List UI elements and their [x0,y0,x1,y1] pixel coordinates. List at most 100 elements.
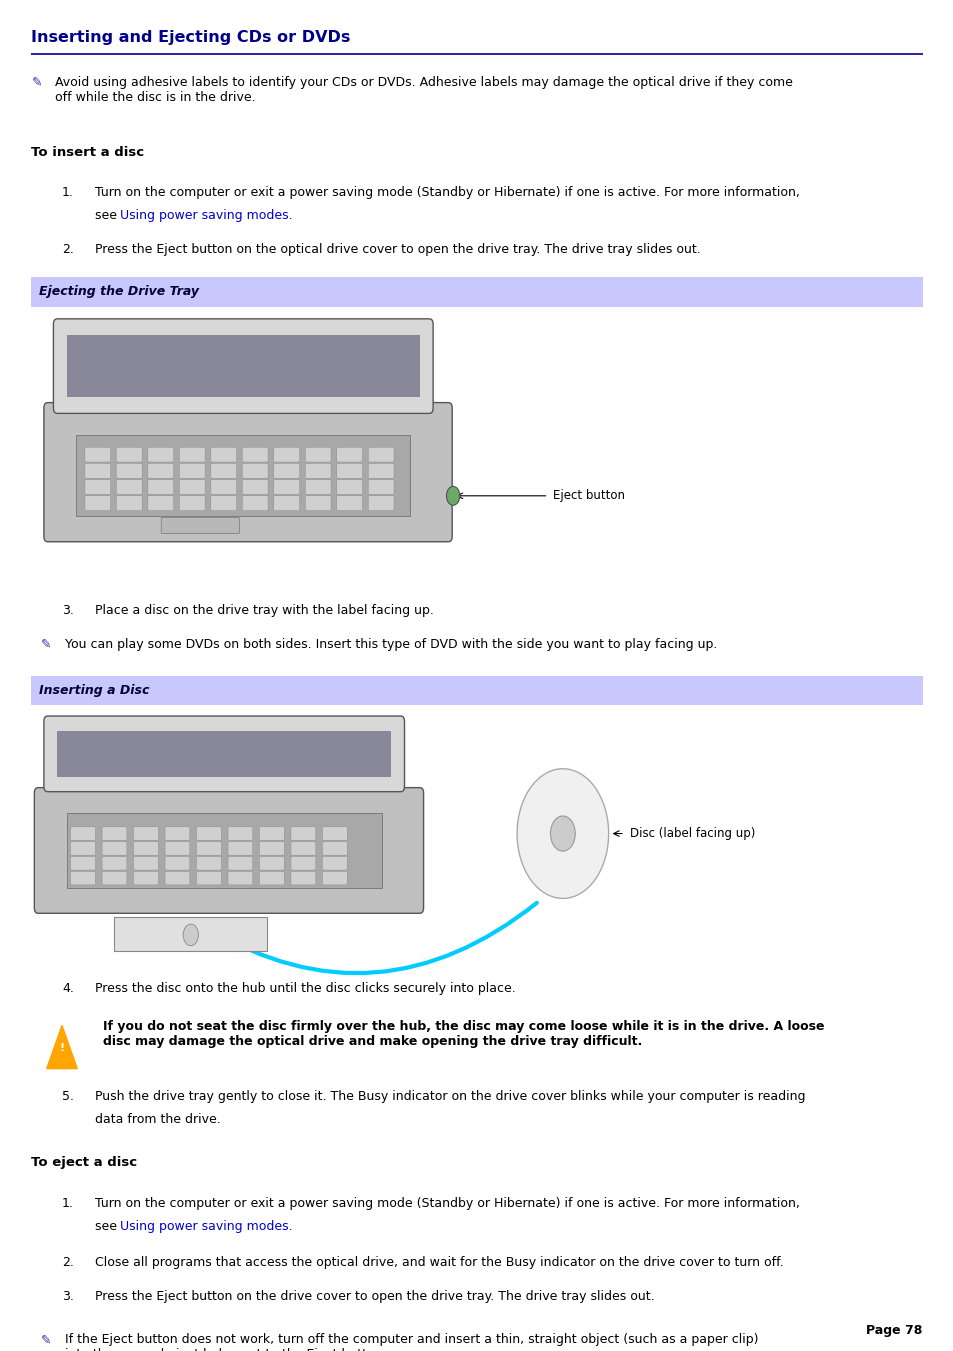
FancyBboxPatch shape [259,857,284,870]
FancyBboxPatch shape [196,871,221,885]
FancyBboxPatch shape [322,827,347,840]
Text: 1.: 1. [62,1197,73,1210]
FancyBboxPatch shape [274,496,299,511]
FancyBboxPatch shape [336,480,362,494]
FancyBboxPatch shape [179,447,205,462]
FancyBboxPatch shape [85,496,111,511]
Text: Press the Eject button on the optical drive cover to open the drive tray. The dr: Press the Eject button on the optical dr… [95,243,700,257]
FancyBboxPatch shape [133,857,158,870]
FancyBboxPatch shape [102,857,127,870]
FancyBboxPatch shape [242,463,268,478]
Text: Inserting a Disc: Inserting a Disc [39,684,150,697]
FancyBboxPatch shape [322,842,347,855]
Text: 3.: 3. [62,604,73,617]
FancyBboxPatch shape [148,447,173,462]
FancyBboxPatch shape [67,813,381,888]
FancyBboxPatch shape [116,480,142,494]
Text: Place a disc on the drive tray with the label facing up.: Place a disc on the drive tray with the … [95,604,434,617]
Text: !: ! [59,1043,65,1054]
FancyBboxPatch shape [242,447,268,462]
FancyBboxPatch shape [259,871,284,885]
FancyBboxPatch shape [291,871,315,885]
Text: Disc (label facing up): Disc (label facing up) [629,827,754,840]
FancyBboxPatch shape [274,463,299,478]
FancyBboxPatch shape [368,463,394,478]
Text: Press the Eject button on the drive cover to open the drive tray. The drive tray: Press the Eject button on the drive cove… [95,1290,655,1304]
FancyBboxPatch shape [242,480,268,494]
FancyBboxPatch shape [71,857,95,870]
Text: see: see [95,209,121,223]
Text: Push the drive tray gently to close it. The Busy indicator on the drive cover bl: Push the drive tray gently to close it. … [95,1090,805,1104]
FancyBboxPatch shape [196,857,221,870]
FancyBboxPatch shape [165,842,190,855]
FancyBboxPatch shape [228,842,253,855]
FancyBboxPatch shape [44,716,404,792]
FancyBboxPatch shape [228,827,253,840]
FancyBboxPatch shape [148,496,173,511]
Text: ✎: ✎ [41,638,51,651]
FancyBboxPatch shape [211,463,236,478]
FancyBboxPatch shape [148,463,173,478]
FancyBboxPatch shape [116,447,142,462]
FancyBboxPatch shape [368,480,394,494]
FancyBboxPatch shape [179,463,205,478]
FancyBboxPatch shape [336,447,362,462]
Text: 2.: 2. [62,1256,73,1270]
FancyBboxPatch shape [67,335,419,397]
FancyBboxPatch shape [53,319,433,413]
Text: 1.: 1. [62,186,73,200]
FancyBboxPatch shape [228,857,253,870]
FancyBboxPatch shape [161,517,239,534]
Text: data from the drive.: data from the drive. [95,1113,221,1127]
FancyBboxPatch shape [114,917,267,951]
FancyBboxPatch shape [196,827,221,840]
Text: Avoid using adhesive labels to identify your CDs or DVDs. Adhesive labels may da: Avoid using adhesive labels to identify … [55,76,792,104]
FancyBboxPatch shape [322,871,347,885]
FancyBboxPatch shape [259,842,284,855]
FancyBboxPatch shape [305,480,331,494]
FancyBboxPatch shape [102,827,127,840]
FancyBboxPatch shape [165,871,190,885]
FancyBboxPatch shape [196,842,221,855]
FancyBboxPatch shape [133,827,158,840]
Text: 2.: 2. [62,243,73,257]
Circle shape [183,924,198,946]
FancyBboxPatch shape [228,871,253,885]
Text: 3.: 3. [62,1290,73,1304]
FancyBboxPatch shape [368,496,394,511]
Text: Ejecting the Drive Tray: Ejecting the Drive Tray [39,285,199,299]
Text: Close all programs that access the optical drive, and wait for the Busy indicato: Close all programs that access the optic… [95,1256,783,1270]
FancyBboxPatch shape [85,447,111,462]
Text: 5.: 5. [62,1090,74,1104]
FancyBboxPatch shape [211,447,236,462]
Text: If you do not seat the disc firmly over the hub, the disc may come loose while i: If you do not seat the disc firmly over … [103,1020,823,1048]
FancyBboxPatch shape [102,871,127,885]
Text: To insert a disc: To insert a disc [31,146,145,159]
FancyBboxPatch shape [336,496,362,511]
FancyBboxPatch shape [179,480,205,494]
FancyBboxPatch shape [165,857,190,870]
FancyBboxPatch shape [305,463,331,478]
FancyBboxPatch shape [85,463,111,478]
Text: You can play some DVDs on both sides. Insert this type of DVD with the side you : You can play some DVDs on both sides. In… [65,638,717,651]
FancyBboxPatch shape [211,496,236,511]
FancyBboxPatch shape [71,827,95,840]
FancyBboxPatch shape [133,871,158,885]
Text: Press the disc onto the hub until the disc clicks securely into place.: Press the disc onto the hub until the di… [95,982,516,996]
FancyBboxPatch shape [242,496,268,511]
FancyBboxPatch shape [31,676,922,705]
Circle shape [446,486,459,505]
FancyBboxPatch shape [291,842,315,855]
FancyBboxPatch shape [102,842,127,855]
FancyBboxPatch shape [322,857,347,870]
Text: 4.: 4. [62,982,73,996]
FancyBboxPatch shape [85,480,111,494]
FancyBboxPatch shape [133,842,158,855]
Circle shape [517,769,608,898]
FancyBboxPatch shape [259,827,284,840]
FancyBboxPatch shape [148,480,173,494]
FancyBboxPatch shape [305,496,331,511]
FancyBboxPatch shape [76,435,410,516]
Text: If the Eject button does not work, turn off the computer and insert a thin, stra: If the Eject button does not work, turn … [65,1333,758,1351]
Text: To eject a disc: To eject a disc [31,1156,137,1170]
